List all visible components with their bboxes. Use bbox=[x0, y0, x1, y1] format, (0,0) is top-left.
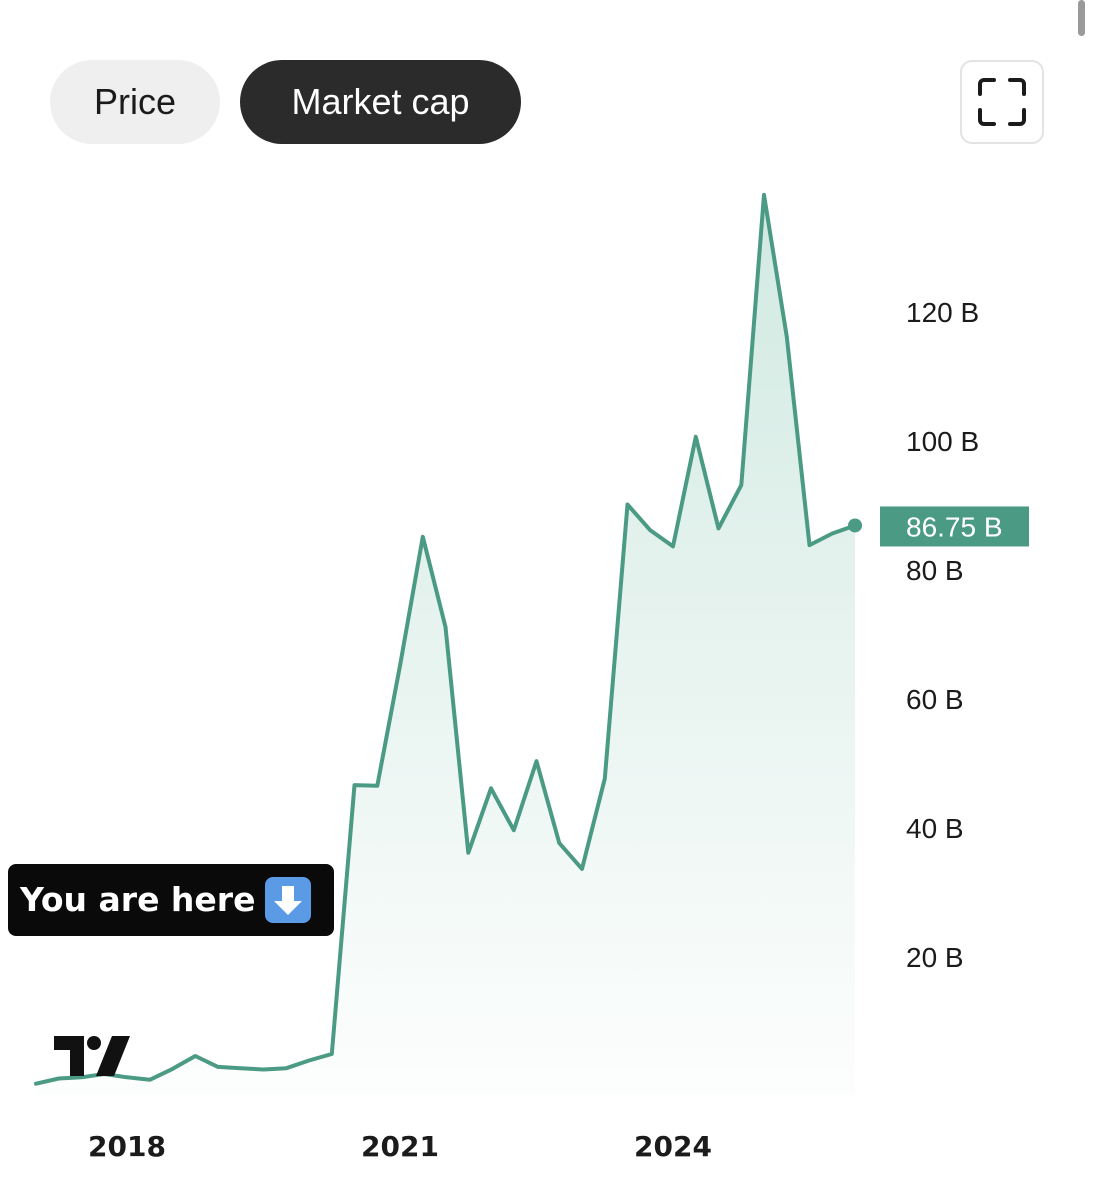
tab-market-cap[interactable]: Market cap bbox=[240, 60, 521, 144]
series-line bbox=[34, 192, 857, 1086]
y-tick-label: 120 B bbox=[906, 297, 979, 328]
y-tick-label: 80 B bbox=[906, 555, 964, 586]
y-tick-label: 60 B bbox=[906, 684, 964, 715]
current-value-label: 86.75 B bbox=[906, 511, 1003, 542]
plot-area bbox=[34, 192, 862, 1095]
fullscreen-button[interactable] bbox=[960, 60, 1044, 144]
x-axis: 2018 2021 2024 bbox=[88, 1130, 712, 1163]
x-tick-label: 2018 bbox=[88, 1130, 166, 1163]
you-are-here-callout: You are here bbox=[8, 864, 334, 936]
tab-price[interactable]: Price bbox=[50, 60, 220, 144]
current-point bbox=[848, 518, 862, 533]
x-tick-label: 2024 bbox=[634, 1130, 712, 1163]
y-tick-label: 100 B bbox=[906, 426, 979, 457]
y-tick-label: 40 B bbox=[906, 813, 964, 844]
current-value-badge bbox=[880, 506, 1029, 547]
y-tick-label: 20 B bbox=[906, 942, 964, 973]
y-axis: 20 B 40 B 60 B 80 B 100 B 120 B 86.75 B bbox=[880, 297, 1029, 973]
scroll-indicator bbox=[1078, 0, 1085, 36]
tradingview-logo-icon bbox=[54, 1036, 130, 1076]
fullscreen-icon bbox=[978, 78, 1026, 126]
x-tick-label: 2021 bbox=[361, 1130, 439, 1163]
callout-text: You are here bbox=[20, 880, 256, 919]
down-arrow-icon bbox=[265, 877, 312, 923]
